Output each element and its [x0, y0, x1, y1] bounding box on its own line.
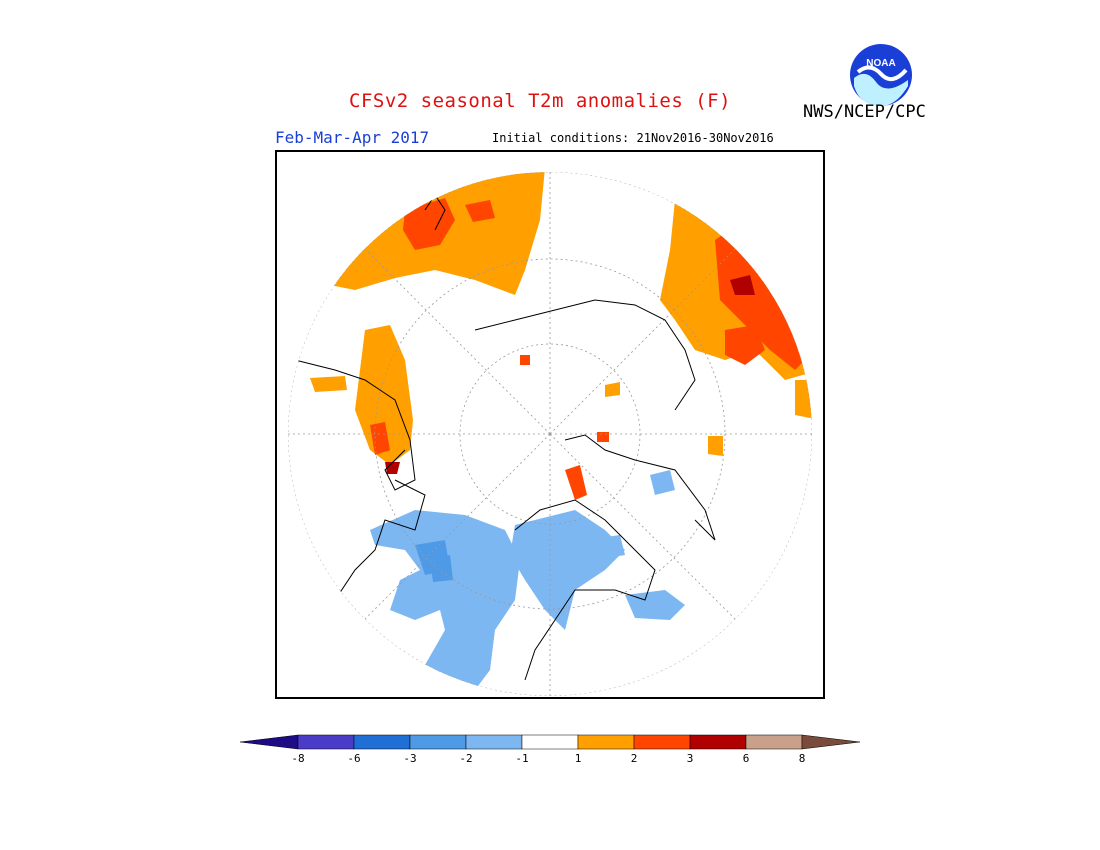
colorbar-bin: [633, 734, 691, 750]
colorbar-bin: [465, 734, 523, 750]
colorbar-tick: 1: [574, 752, 582, 765]
colorbar-tick: -1: [515, 752, 529, 765]
colorbar-tick: -2: [459, 752, 473, 765]
colorbar-bin: [521, 734, 579, 750]
colorbar-tick: -8: [291, 752, 305, 765]
chart-title: CFSv2 seasonal T2m anomalies (F): [349, 90, 732, 112]
colorbar-tick: 6: [742, 752, 750, 765]
colorbar-bin: [409, 734, 467, 750]
colorbar: [238, 733, 862, 756]
season-label: Feb-Mar-Apr 2017: [275, 128, 430, 147]
initial-conditions-label: Initial conditions: 21Nov2016-30Nov2016: [492, 131, 774, 145]
noaa-logo-text: NOAA: [866, 58, 895, 69]
colorbar-bin-min: [239, 734, 299, 750]
meridian-lines: [288, 172, 812, 696]
colorbar-bin: [577, 734, 635, 750]
colorbar-bin: [353, 734, 411, 750]
agency-label: NWS/NCEP/CPC: [803, 102, 926, 122]
colorbar-tick-labels: -8 -6 -3 -2 -1 1 2 3 6 8: [0, 752, 1100, 768]
noaa-logo: NOAA: [848, 42, 914, 113]
warm-anomaly-asia: [660, 188, 812, 420]
colorbar-bin-max: [801, 734, 861, 750]
warm-anomaly-spots: [520, 355, 723, 500]
polar-map: [275, 150, 825, 704]
colorbar-tick: 8: [798, 752, 806, 765]
cold-anomaly-arctic: [585, 470, 685, 620]
colorbar-tick: 3: [686, 752, 694, 765]
colorbar-tick: -6: [347, 752, 361, 765]
colorbar-bin: [745, 734, 803, 750]
colorbar-tick: 2: [630, 752, 638, 765]
colorbar-bin: [689, 734, 747, 750]
colorbar-tick: -3: [403, 752, 417, 765]
colorbar-bin: [297, 734, 355, 750]
